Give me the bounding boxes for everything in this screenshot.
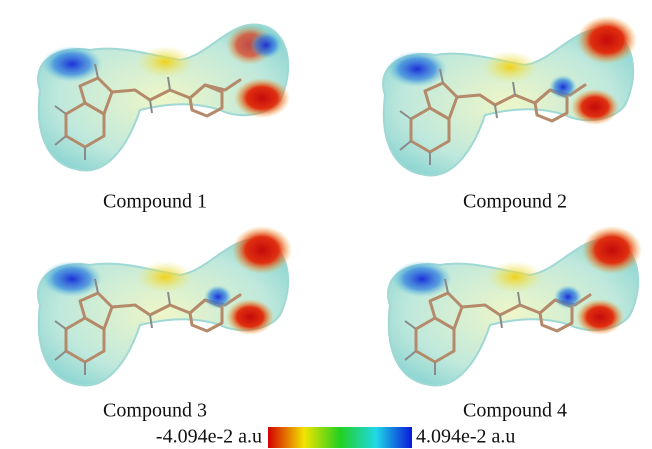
molecule-map — [383, 16, 637, 175]
panel-label: Compound 3 — [103, 400, 207, 422]
panel-label: Compound 2 — [463, 191, 567, 213]
molecule-map — [388, 226, 642, 385]
figure: Compound 1 Compound 2 Compound 3 Compoun… — [0, 0, 652, 449]
molecule-map — [38, 226, 292, 385]
molecule-map — [38, 25, 290, 171]
colorbar — [268, 427, 412, 448]
panel-label: Compound 1 — [103, 191, 207, 213]
panel-label: Compound 4 — [463, 400, 567, 422]
colorbar-max-label: 4.094e-2 a.u — [416, 426, 515, 448]
colorbar-min-label: -4.094e-2 a.u — [156, 426, 262, 448]
